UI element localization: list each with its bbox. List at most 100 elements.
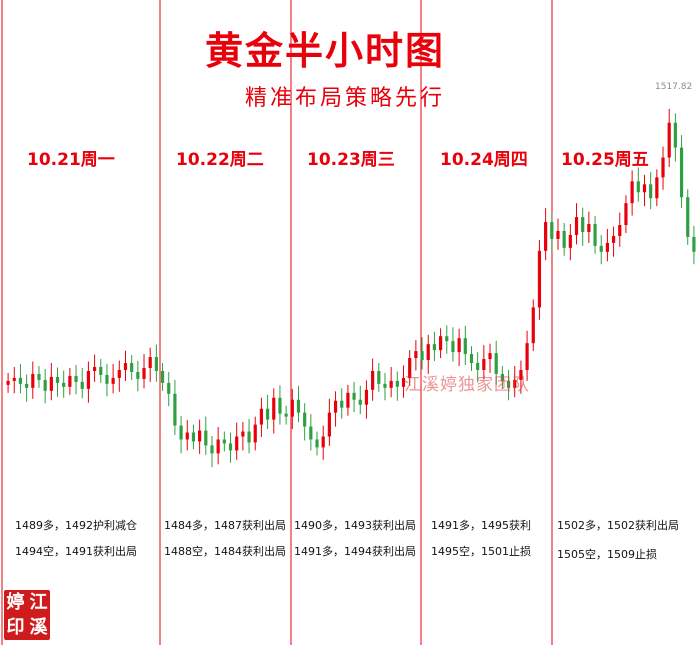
seal-char: 婷 — [6, 592, 25, 613]
candle-body — [661, 157, 665, 178]
day-label-mon: 10.21周一 — [27, 150, 115, 170]
trade-note-fri-1: 1502多，1502获利出局 — [557, 519, 679, 532]
day-label-fri: 10.25周五 — [561, 150, 649, 170]
seal-char: 溪 — [29, 617, 48, 638]
candle-body — [99, 366, 103, 375]
candle-body — [136, 371, 140, 379]
candle-body — [185, 432, 189, 440]
candle-body — [550, 222, 554, 239]
candle-body — [92, 366, 97, 371]
candle-body — [284, 413, 288, 417]
candle-body — [692, 236, 696, 252]
candle-body — [371, 370, 375, 390]
candle-body — [296, 399, 301, 413]
candle-body — [383, 383, 387, 388]
candle-body — [272, 397, 276, 420]
candle-body — [537, 250, 542, 308]
candle-body — [358, 399, 362, 405]
candle-body — [117, 369, 121, 378]
candle-body — [123, 363, 128, 370]
candle-body — [167, 382, 171, 394]
candle-body — [31, 373, 35, 388]
candle-body — [111, 377, 115, 384]
candle-body — [581, 217, 585, 232]
candle-body — [160, 370, 165, 383]
candle-body — [68, 375, 72, 387]
candle-body — [624, 203, 628, 226]
seal-char: 江 — [29, 592, 48, 613]
candle-body — [673, 122, 677, 148]
candle-body — [142, 367, 146, 379]
day-label-thu: 10.24周四 — [440, 150, 528, 170]
candle-body — [476, 363, 480, 370]
candle-body — [18, 377, 23, 384]
candle-body — [346, 392, 350, 408]
chart-title: 黄金半小时图 — [204, 28, 445, 73]
candle-body — [494, 353, 498, 374]
candle-body — [327, 412, 331, 437]
candle-body — [451, 341, 455, 353]
candle-body — [513, 379, 517, 388]
candle-body — [191, 432, 196, 442]
candle-body — [37, 373, 41, 380]
candle-body — [525, 343, 529, 370]
candle-body — [179, 425, 183, 440]
candle-body — [333, 400, 338, 413]
candle-body — [148, 357, 152, 368]
day-label-tue: 10.22周二 — [176, 150, 264, 170]
candle-body — [519, 369, 523, 380]
candle-body — [574, 217, 579, 235]
candle-body — [228, 443, 233, 451]
trade-note-tue-1: 1484多，1487获利出局 — [164, 519, 286, 532]
day-label-wed: 10.23周三 — [307, 150, 395, 170]
candle-body — [611, 235, 616, 243]
candle-body — [6, 380, 10, 385]
candle-body — [500, 373, 504, 381]
peak-price-label: 1517.82 — [655, 82, 693, 92]
candle-body — [340, 400, 344, 408]
candle-body — [204, 430, 208, 446]
candle-body — [506, 380, 511, 388]
candle-body — [198, 430, 202, 442]
candle-body — [222, 439, 226, 444]
candle-body — [364, 389, 369, 405]
trade-note-wed-1: 1490多，1493获利出局 — [294, 519, 416, 532]
candle-body — [62, 382, 66, 387]
candle-body — [587, 224, 591, 232]
team-watermark: 江溪婷独家团队 — [404, 375, 530, 395]
candle-body — [303, 412, 307, 427]
candle-body — [649, 184, 653, 199]
candle-body — [49, 376, 53, 391]
seal-stamp: 婷 江 印 溪 — [4, 590, 50, 640]
candle-body — [309, 426, 313, 440]
candle-body — [290, 399, 294, 417]
candle-body — [562, 230, 566, 248]
candle-body — [457, 338, 461, 353]
candle-body — [43, 379, 47, 391]
candle-body — [414, 351, 418, 359]
candle-body — [253, 424, 257, 443]
candle-body — [679, 147, 684, 198]
candle-body — [74, 375, 78, 382]
candle-body — [25, 383, 29, 388]
candle-body — [605, 242, 610, 252]
candle-body — [389, 380, 393, 388]
candlestick-series — [6, 108, 696, 468]
candle-body — [321, 436, 325, 448]
seal-char: 印 — [6, 617, 25, 638]
trade-note-tue-2: 1488空，1484获利出局 — [164, 545, 286, 558]
candle-body — [469, 354, 474, 364]
candle-body — [568, 234, 572, 248]
candle-body — [463, 338, 467, 355]
candle-body — [235, 436, 239, 451]
candle-body — [593, 224, 597, 246]
candle-body — [408, 358, 412, 378]
candle-body — [438, 336, 443, 351]
chart-subtitle: 精准布局策略先行 — [244, 86, 445, 111]
candle-body — [352, 392, 356, 400]
candle-body — [426, 344, 430, 361]
candle-body — [556, 230, 560, 239]
candle-body — [154, 357, 158, 371]
candle-body — [395, 380, 399, 387]
